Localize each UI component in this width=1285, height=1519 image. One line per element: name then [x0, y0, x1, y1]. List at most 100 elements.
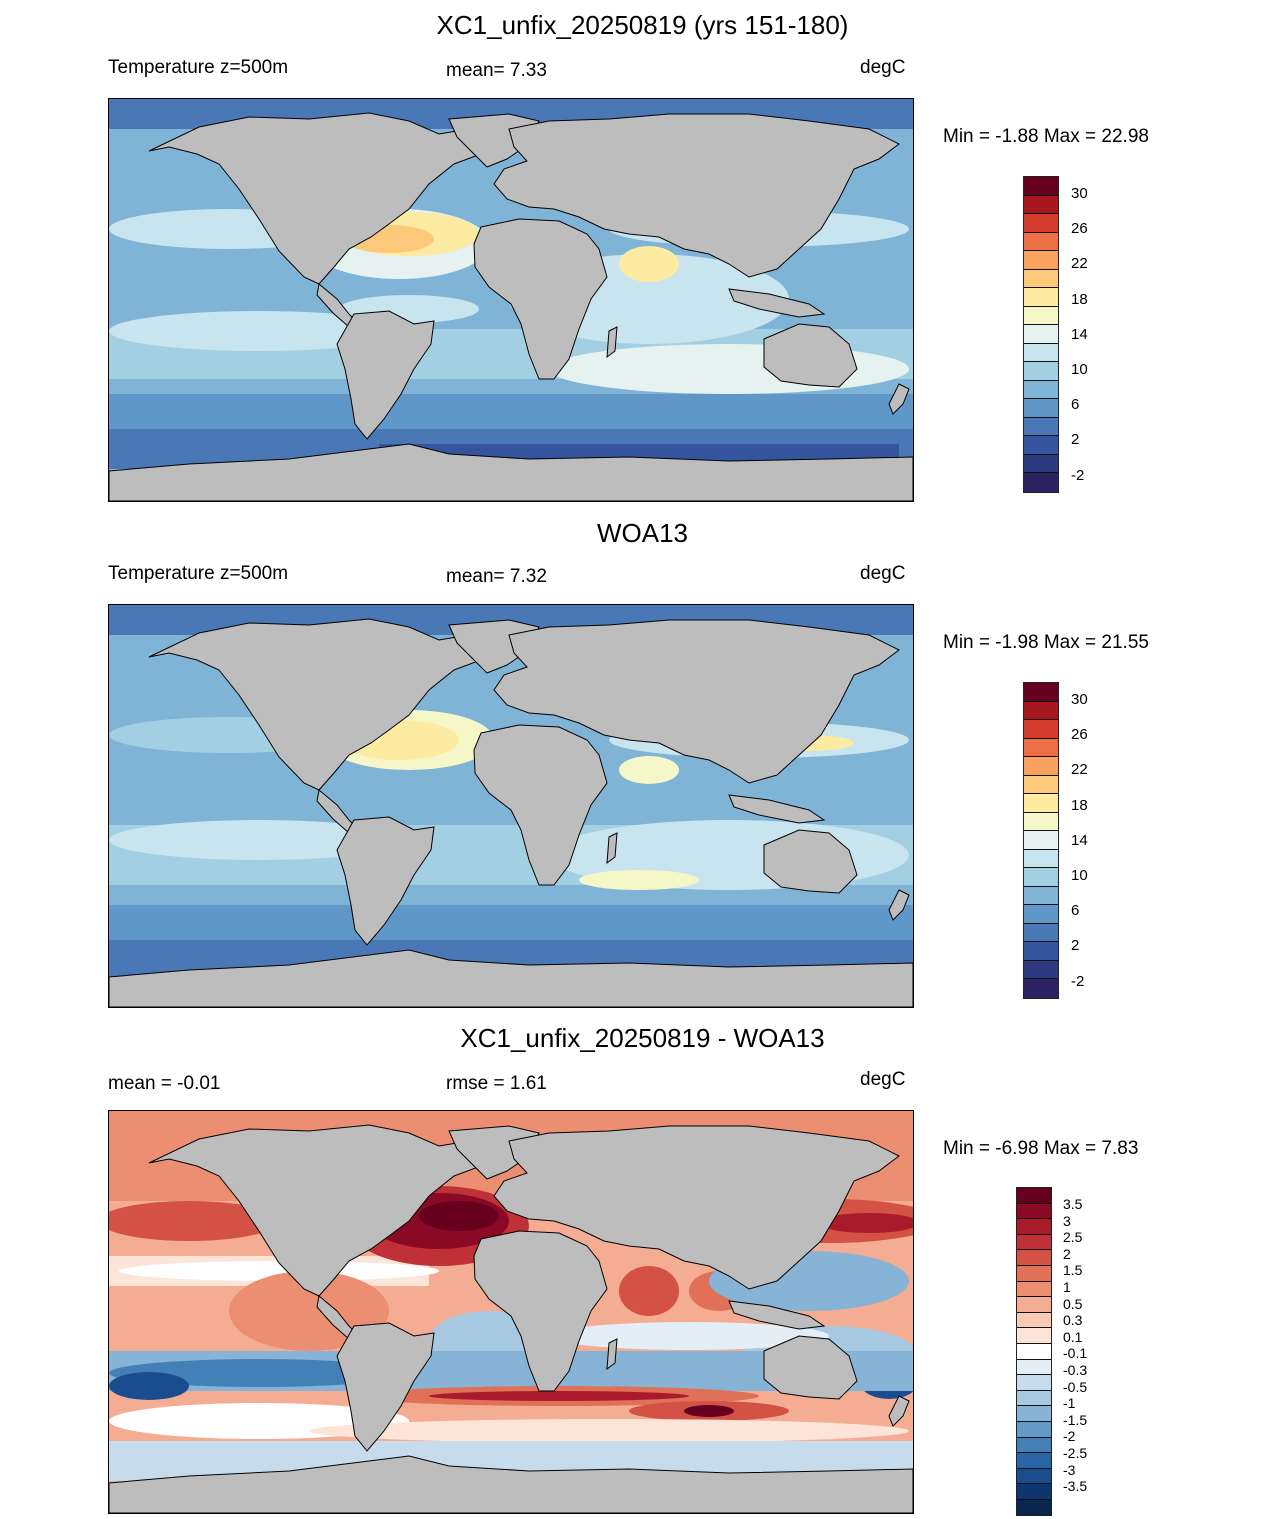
colorbar-swatch [1024, 720, 1058, 739]
colorbar-swatch [1024, 417, 1058, 436]
colorbar-swatch [1017, 1484, 1051, 1500]
colorbar-swatch [1024, 960, 1058, 979]
colorbar-tick-label: 30 [1071, 185, 1088, 202]
colorbar-tick-label: 3 [1063, 1212, 1071, 1229]
colorbar-tick-label: 26 [1071, 726, 1088, 744]
colorbar-swatch [1017, 1265, 1051, 1282]
colorbar-swatch [1017, 1437, 1051, 1454]
panel2-minmax: Min = -1.98 Max = 21.55 [943, 632, 1149, 653]
panel1-map [108, 98, 914, 502]
colorbar-tick-label: -0.5 [1063, 1378, 1088, 1395]
panel1-colorbar [1023, 176, 1059, 493]
colorbar-swatch [1024, 683, 1058, 702]
colorbar-tick-label: 1.5 [1063, 1262, 1083, 1279]
colorbar-tick-label: 0.1 [1063, 1328, 1083, 1345]
colorbar-tick-label: 6 [1071, 396, 1080, 414]
colorbar-swatch [1024, 886, 1058, 905]
colorbar-swatch [1017, 1499, 1051, 1516]
colorbar-swatch [1024, 232, 1058, 251]
panel1-title: XC1_unfix_20250819 (yrs 151-180) [436, 10, 849, 40]
colorbar-tick-label: 14 [1071, 831, 1088, 849]
colorbar-swatch [1024, 399, 1058, 418]
colorbar-swatch [1024, 757, 1058, 776]
panel2-title: WOA13 [596, 518, 689, 548]
panel2-map [108, 604, 914, 1008]
colorbar-swatch [1024, 343, 1058, 362]
colorbar-swatch [1017, 1468, 1051, 1485]
colorbar-swatch [1024, 454, 1058, 473]
colorbar-tick-label: -2.5 [1063, 1445, 1088, 1461]
panel3-units-label: degC [860, 1069, 906, 1090]
colorbar-swatch [1017, 1312, 1051, 1329]
colorbar-swatch [1024, 288, 1058, 307]
colorbar-swatch [1024, 812, 1058, 831]
colorbar-swatch [1024, 269, 1058, 288]
colorbar-swatch [1017, 1203, 1051, 1220]
colorbar-tick-label: 30 [1071, 691, 1088, 708]
colorbar-swatch [1024, 923, 1058, 942]
colorbar-swatch [1024, 849, 1058, 868]
colorbar-swatch [1024, 868, 1058, 887]
colorbar-swatch [1024, 831, 1058, 850]
colorbar-swatch [1017, 1250, 1051, 1266]
colorbar-swatch [1017, 1453, 1051, 1469]
colorbar-swatch [1024, 775, 1058, 794]
colorbar-tick-label: 2.5 [1063, 1229, 1083, 1246]
colorbar-swatch [1017, 1343, 1051, 1360]
colorbar-tick-label: 2 [1071, 431, 1080, 449]
colorbar-swatch [1024, 738, 1058, 757]
colorbar-tick-label: 22 [1071, 255, 1088, 273]
colorbar-tick-label: 22 [1071, 761, 1088, 779]
colorbar-swatch [1017, 1375, 1051, 1391]
colorbar-tick-label: -3.5 [1063, 1478, 1088, 1495]
panel3-mean-label: mean = -0.01 [108, 1073, 221, 1094]
colorbar-tick-label: 2 [1063, 1245, 1071, 1262]
colorbar-swatch [1017, 1390, 1051, 1407]
colorbar-tick-label: 3.5 [1063, 1196, 1083, 1212]
colorbar-swatch [1017, 1219, 1051, 1235]
panel3-rmse-label: rmse = 1.61 [446, 1073, 547, 1094]
colorbar-swatch [1024, 362, 1058, 381]
colorbar-tick-label: 0.3 [1063, 1312, 1083, 1329]
colorbar-swatch [1024, 942, 1058, 961]
colorbar-tick-label: -1 [1063, 1395, 1076, 1412]
panel3-map [108, 1110, 914, 1514]
colorbar-swatch [1024, 905, 1058, 924]
colorbar-tick-label: -2 [1071, 466, 1085, 484]
panel1-units-label: degC [860, 57, 906, 78]
colorbar-swatch [1017, 1328, 1051, 1344]
colorbar-swatch [1017, 1281, 1051, 1298]
panel2-units-label: degC [860, 563, 906, 584]
colorbar-swatch [1024, 436, 1058, 455]
panel1-mean-label: mean= 7.33 [446, 60, 547, 81]
colorbar-swatch [1024, 325, 1058, 344]
colorbar-tick-label: 18 [1071, 796, 1088, 814]
panel2-colorbar [1023, 682, 1059, 999]
colorbar-swatch [1024, 195, 1058, 214]
colorbar-tick-label: 0.5 [1063, 1295, 1083, 1312]
colorbar-tick-label: 2 [1071, 937, 1080, 955]
colorbar-tick-label: 18 [1071, 290, 1088, 308]
colorbar-swatch [1024, 380, 1058, 399]
colorbar-swatch [1024, 794, 1058, 813]
colorbar-tick-label: -0.3 [1063, 1362, 1088, 1378]
colorbar-tick-label: -3 [1063, 1461, 1076, 1478]
colorbar-swatch [1017, 1359, 1051, 1376]
colorbar-tick-label: -2 [1071, 972, 1085, 990]
panel2-mean-label: mean= 7.32 [446, 566, 547, 587]
colorbar-tick-label: -0.1 [1063, 1345, 1088, 1362]
colorbar-swatch [1017, 1421, 1051, 1438]
colorbar-swatch [1024, 979, 1058, 998]
colorbar-tick-label: 1 [1063, 1279, 1071, 1295]
colorbar-swatch [1024, 473, 1058, 492]
panel2-variable-label: Temperature z=500m [108, 563, 289, 584]
panel1-minmax: Min = -1.88 Max = 22.98 [943, 126, 1149, 147]
colorbar-swatch [1017, 1297, 1051, 1313]
colorbar-swatch [1024, 251, 1058, 270]
colorbar-swatch [1017, 1234, 1051, 1251]
colorbar-tick-label: 6 [1071, 902, 1080, 920]
colorbar-tick-label: 10 [1071, 867, 1088, 884]
colorbar-tick-label: 26 [1071, 220, 1088, 238]
colorbar-swatch [1017, 1406, 1051, 1422]
colorbar-swatch [1024, 214, 1058, 233]
